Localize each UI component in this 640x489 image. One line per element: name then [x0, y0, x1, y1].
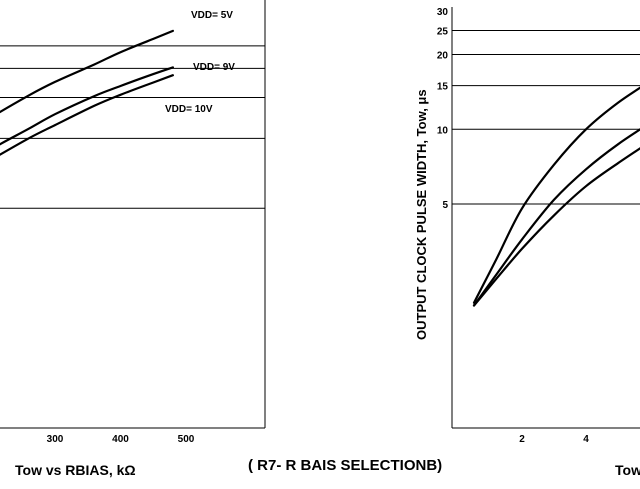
right-series-line-1 — [472, 86, 640, 304]
right-series-line-2 — [472, 128, 640, 307]
left-series-line-1 — [0, 29, 174, 114]
left-series-line-3 — [0, 74, 174, 156]
right-y-tick-label: 20 — [437, 51, 449, 62]
left-x-tick-label: 300 — [47, 434, 64, 445]
right-x-axis-title: Tow — [615, 462, 640, 478]
right-series-line-3 — [472, 147, 640, 307]
left-chart: 300 400 500 VDD= 5V VDD= 9V VDD= 10V Tow v… — [0, 0, 266, 478]
right-y-axis-title: OUTPUT CLOCK PULSE WIDTH, Tow, μs — [414, 89, 429, 340]
right-x-tick-label: 2 — [519, 434, 525, 445]
right-y-tick-label: 30 — [437, 7, 449, 18]
right-y-tick-label: 10 — [437, 125, 449, 136]
right-y-tick-label: 15 — [437, 82, 449, 93]
series-label-vdd10: VDD= 10V — [165, 104, 213, 115]
right-x-tick-label: 4 — [583, 434, 589, 445]
left-series-line-2 — [0, 66, 174, 146]
right-chart: 2 4 5 10 15 20 25 30 OUTPUT CLOCK PULSE WIDTH,… — [414, 7, 640, 478]
figure-caption: ( R7- R BAIS SELECTIONB) — [248, 457, 442, 474]
left-x-tick-label: 500 — [178, 434, 195, 445]
series-label-vdd9: VDD= 9V — [193, 62, 235, 73]
right-y-tick-label: 5 — [442, 200, 448, 211]
right-y-tick-label: 25 — [437, 27, 449, 38]
series-label-vdd5: VDD= 5V — [191, 10, 233, 21]
left-x-axis-title: Tow vs RBIAS, kΩ — [15, 462, 136, 478]
left-x-tick-label: 400 — [112, 434, 129, 445]
